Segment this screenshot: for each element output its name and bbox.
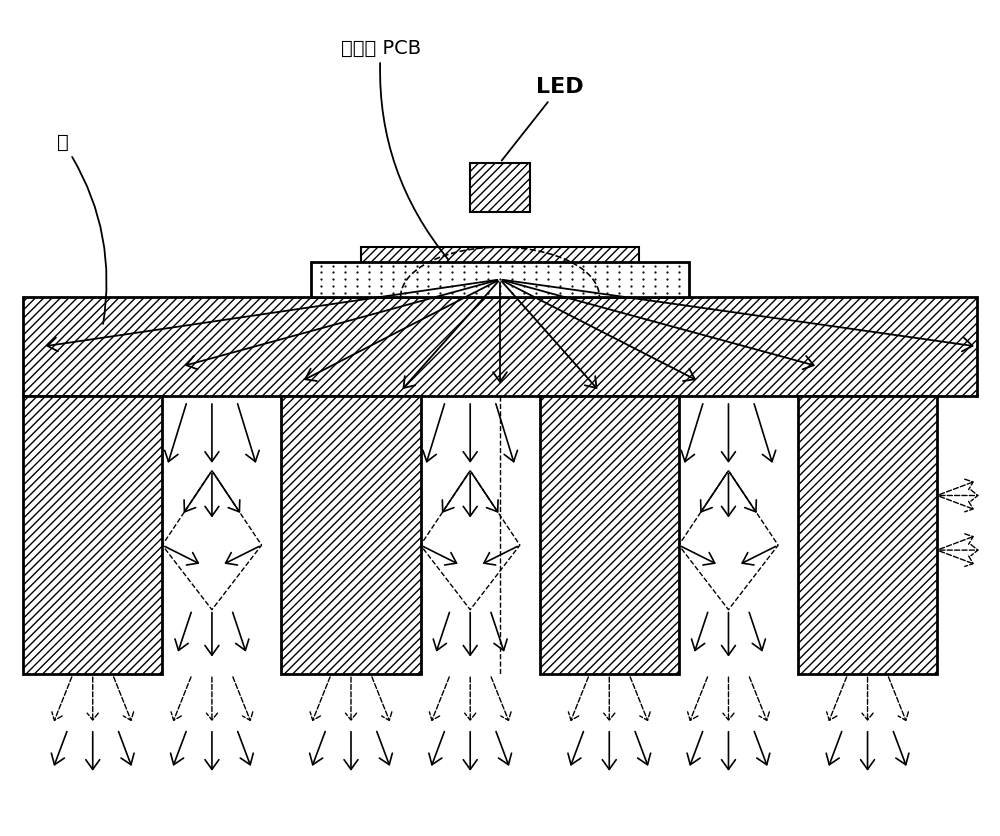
Polygon shape — [23, 396, 162, 675]
Polygon shape — [470, 163, 530, 212]
Text: 金属芯 PCB: 金属芯 PCB — [341, 38, 449, 260]
Polygon shape — [361, 247, 639, 297]
Text: LED: LED — [502, 77, 583, 161]
Polygon shape — [540, 396, 679, 675]
Polygon shape — [798, 396, 937, 675]
Polygon shape — [311, 262, 689, 297]
Polygon shape — [23, 297, 977, 396]
Polygon shape — [281, 396, 421, 675]
Text: 铝: 铝 — [57, 133, 107, 324]
